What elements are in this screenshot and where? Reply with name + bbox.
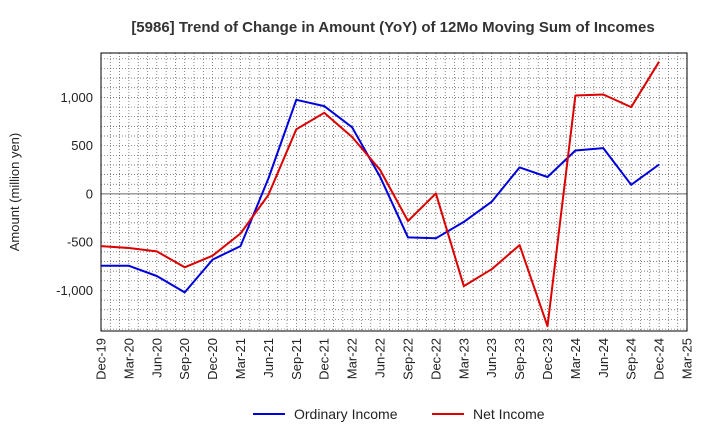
- x-tick-label: Dec-21: [317, 338, 332, 380]
- x-tick-label: Sep-23: [512, 338, 527, 380]
- plot-area: [100, 52, 688, 332]
- y-tick-label: 0: [86, 186, 93, 201]
- x-tick-label: Mar-22: [345, 338, 360, 379]
- y-axis-ticks: -1,000 -500 0 500 1,000: [56, 90, 93, 298]
- x-tick-label: Jun-21: [261, 338, 276, 378]
- legend-label-ordinary-income: Ordinary Income: [294, 406, 398, 422]
- x-axis-ticks: Dec-19 Mar-20 Jun-20 Sep-20 Dec-20 Mar-21 Jun-…: [94, 338, 695, 380]
- y-tick-label: 500: [71, 138, 93, 153]
- chart-title: [5986] Trend of Change in Amount (YoY) o…: [131, 19, 654, 36]
- x-tick-label: Sep-21: [289, 338, 304, 380]
- x-tick-label: Mar-21: [233, 338, 248, 379]
- x-tick-label: Sep-24: [624, 338, 639, 380]
- x-tick-label: Jun-20: [149, 338, 164, 378]
- legend: Ordinary Income Net Income: [253, 406, 545, 422]
- x-tick-label: Dec-24: [652, 338, 667, 380]
- x-tick-label: Sep-22: [400, 338, 415, 380]
- x-tick-label: Mar-23: [456, 338, 471, 379]
- x-tick-label: Jun-22: [373, 338, 388, 378]
- x-tick-label: Mar-20: [121, 338, 136, 379]
- x-tick-label: Jun-23: [484, 338, 499, 378]
- series-line-net-income: [100, 61, 660, 328]
- series-line-ordinary-income: [101, 98, 660, 294]
- x-tick-label: Dec-22: [428, 338, 443, 380]
- legend-label-net-income: Net Income: [473, 406, 545, 422]
- x-tick-label: Mar-25: [680, 338, 695, 379]
- y-tick-label: -500: [67, 235, 93, 250]
- grid: [101, 53, 687, 331]
- y-tick-label: 1,000: [60, 90, 93, 105]
- x-tick-label: Dec-23: [540, 338, 555, 380]
- y-tick-label: -1,000: [56, 283, 93, 298]
- x-tick-label: Mar-24: [568, 338, 583, 379]
- y-axis-label: Amount (million yen): [7, 133, 22, 252]
- x-tick-label: Dec-20: [205, 338, 220, 380]
- series: [100, 61, 660, 328]
- x-tick-label: Sep-20: [177, 338, 192, 380]
- x-tick-label: Dec-19: [94, 338, 109, 380]
- x-tick-label: Jun-24: [596, 338, 611, 378]
